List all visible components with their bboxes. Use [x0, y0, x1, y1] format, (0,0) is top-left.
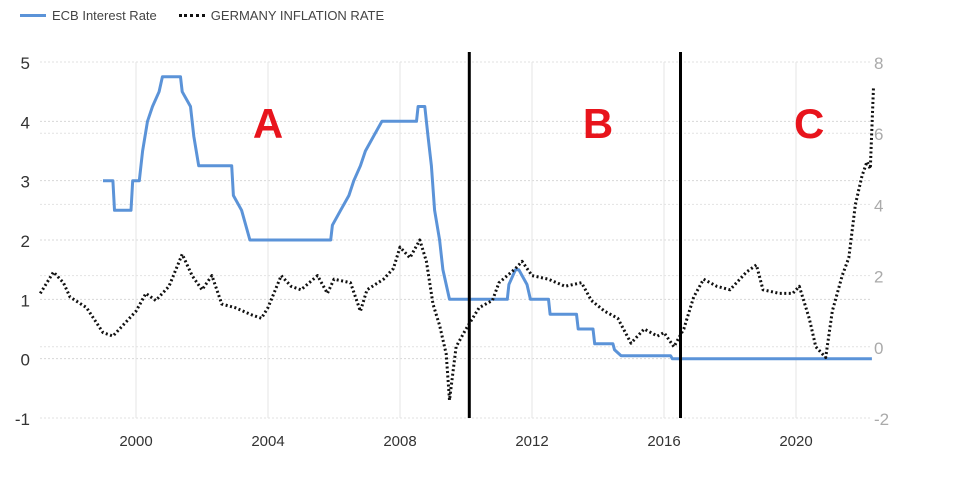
- series-ecb-interest-rate: [103, 75, 872, 361]
- y-right-tick-label: 6: [874, 125, 883, 144]
- annotation-b: B: [583, 100, 613, 147]
- y-left-tick-label: 1: [21, 291, 30, 310]
- x-tick-label: 2004: [251, 433, 284, 450]
- y-left-tick-label: 0: [21, 351, 30, 370]
- y-left-tick-label: 3: [21, 173, 30, 192]
- legend-swatch-ecb: [20, 14, 46, 17]
- legend: ECB Interest Rate GERMANY INFLATION RATE: [20, 8, 384, 23]
- y-left-tick-label: 5: [21, 54, 30, 73]
- legend-label-inflation: GERMANY INFLATION RATE: [210, 8, 385, 23]
- y-left-tick-label: 2: [21, 232, 30, 251]
- y-right-tick-label: 0: [874, 339, 883, 358]
- x-tick-label: 2020: [779, 433, 812, 450]
- annotation-a: A: [253, 100, 283, 147]
- y-right-tick-label: -2: [874, 410, 889, 429]
- legend-swatch-inflation: [178, 14, 205, 17]
- legend-item-inflation[interactable]: GERMANY INFLATION RATE: [178, 8, 385, 23]
- y-left-tick-label: -1: [15, 410, 30, 429]
- legend-item-ecb[interactable]: ECB Interest Rate: [20, 8, 157, 23]
- series-germany-inflation-rate: [39, 86, 875, 402]
- x-tick-label: 2016: [647, 433, 680, 450]
- x-tick-label: 2000: [119, 433, 152, 450]
- x-tick-label: 2012: [515, 433, 548, 450]
- annotation-c: C: [794, 100, 824, 147]
- y-right-tick-label: 2: [874, 268, 883, 287]
- y-right-tick-label: 8: [874, 54, 883, 73]
- x-tick-label: 2008: [383, 433, 416, 450]
- y-left-tick-label: 4: [21, 113, 30, 132]
- y-right-tick-label: 4: [874, 196, 883, 215]
- legend-label-ecb: ECB Interest Rate: [52, 8, 157, 23]
